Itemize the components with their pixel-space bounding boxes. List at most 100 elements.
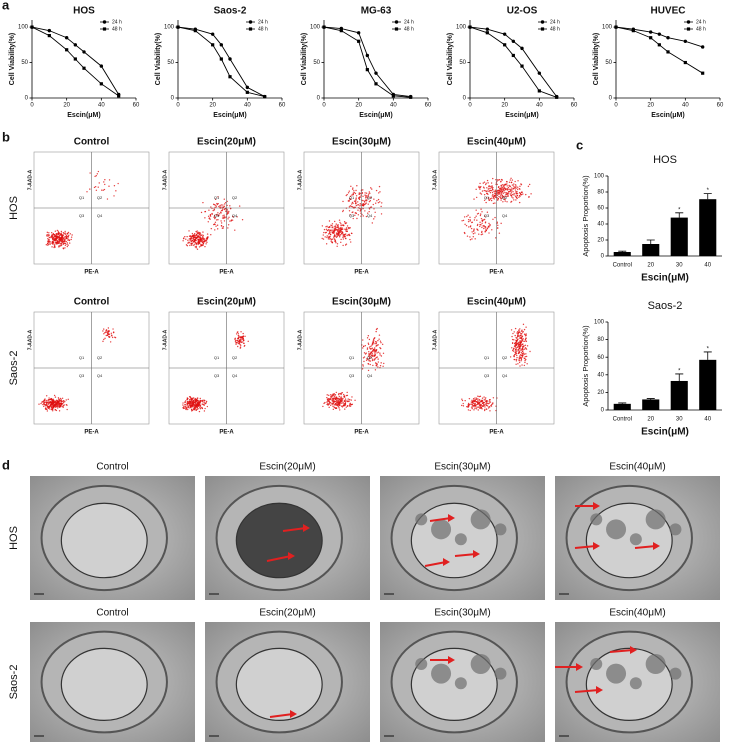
event-dot — [513, 331, 515, 333]
event-dot — [487, 225, 490, 228]
vacuole — [606, 663, 627, 684]
event-dot — [493, 198, 495, 200]
x-tick-label: 40 — [704, 263, 711, 269]
event-dot — [224, 201, 227, 204]
quadrant-label: Q4 — [367, 213, 373, 218]
x-axis-label: PE-A — [354, 270, 369, 276]
event-dot — [202, 231, 204, 233]
event-dot — [496, 194, 499, 196]
arrow-shaft — [282, 527, 307, 532]
y-tick-label: 40 — [597, 222, 604, 228]
event-dot — [488, 399, 491, 401]
marker — [65, 48, 69, 52]
marker — [82, 66, 86, 70]
event-dot — [331, 395, 333, 397]
x-axis-label: Escin(μM) — [213, 112, 246, 119]
event-dot — [341, 397, 343, 399]
event-dot — [481, 400, 483, 403]
event-dot — [206, 405, 209, 408]
event-dot — [490, 405, 493, 407]
event-dot — [52, 401, 54, 404]
event-dot — [372, 338, 375, 340]
event-dot — [377, 201, 380, 204]
y-tick-label: 0 — [601, 254, 605, 260]
event-dot — [374, 342, 376, 345]
event-dot — [359, 192, 362, 195]
event-dot — [328, 228, 330, 231]
event-dot — [332, 400, 334, 403]
marker — [502, 32, 507, 36]
event-dot — [89, 188, 91, 190]
event-dot — [325, 226, 327, 228]
event-dot — [332, 231, 335, 233]
quadrant-label: Q1 — [214, 195, 220, 200]
event-dot — [488, 402, 491, 404]
nucleus — [60, 647, 148, 722]
event-dot — [62, 401, 65, 404]
event-dot — [485, 182, 487, 184]
event-dot — [247, 340, 249, 343]
event-dot — [329, 234, 332, 236]
event-dot — [474, 238, 476, 240]
arrow-shaft — [269, 713, 294, 718]
event-dot — [508, 181, 511, 183]
event-dot — [349, 238, 351, 241]
event-dot — [54, 230, 57, 232]
event-dot — [368, 346, 371, 348]
event-dot — [188, 401, 190, 403]
event-dot — [379, 365, 382, 367]
event-dot — [66, 242, 69, 244]
event-dot — [322, 234, 324, 236]
event-dot — [219, 204, 221, 207]
event-dot — [494, 216, 496, 219]
event-dot — [503, 184, 505, 186]
event-dot — [193, 243, 195, 246]
event-dot — [476, 219, 478, 221]
event-dot — [57, 397, 60, 399]
quadrant-label: Q1 — [484, 195, 490, 200]
event-dot — [346, 405, 349, 407]
event-dot — [104, 183, 106, 186]
column-title: Escin(30μM) — [434, 608, 490, 619]
event-dot — [193, 239, 195, 241]
event-dot — [519, 356, 522, 359]
event-dot — [500, 181, 502, 183]
event-dot — [518, 355, 521, 357]
event-dot — [335, 403, 337, 405]
x-tick-label: 60 — [571, 103, 578, 109]
event-dot — [509, 190, 511, 193]
event-dot — [371, 344, 373, 346]
event-dot — [365, 194, 367, 197]
event-dot — [336, 228, 338, 231]
event-dot — [327, 226, 329, 229]
event-dot — [338, 230, 341, 232]
nucleus — [60, 502, 148, 579]
event-dot — [492, 189, 494, 191]
event-dot — [326, 396, 328, 399]
arrow-shaft — [574, 545, 597, 549]
x-axis-label: Escin(μM) — [67, 112, 100, 119]
event-dot — [366, 348, 369, 350]
column-title: Control — [74, 297, 110, 308]
event-dot — [213, 215, 216, 217]
event-dot — [337, 393, 340, 396]
event-dot — [54, 401, 57, 404]
event-dot — [97, 186, 99, 188]
event-dot — [482, 402, 485, 404]
event-dot — [227, 212, 230, 214]
event-dot — [511, 196, 513, 198]
y-axis-label: 7-AAD-A — [162, 169, 168, 190]
event-dot — [375, 189, 378, 192]
event-dot — [192, 402, 194, 405]
event-dot — [502, 192, 504, 194]
event-dot — [477, 229, 479, 231]
nucleus — [235, 647, 323, 722]
marker — [503, 43, 507, 47]
event-dot — [62, 237, 64, 239]
event-dot — [517, 348, 519, 351]
legend-label: 24 h — [550, 19, 560, 25]
series-line — [177, 26, 265, 98]
event-dot — [337, 406, 339, 408]
event-dot — [340, 396, 342, 398]
event-dot — [53, 235, 56, 238]
